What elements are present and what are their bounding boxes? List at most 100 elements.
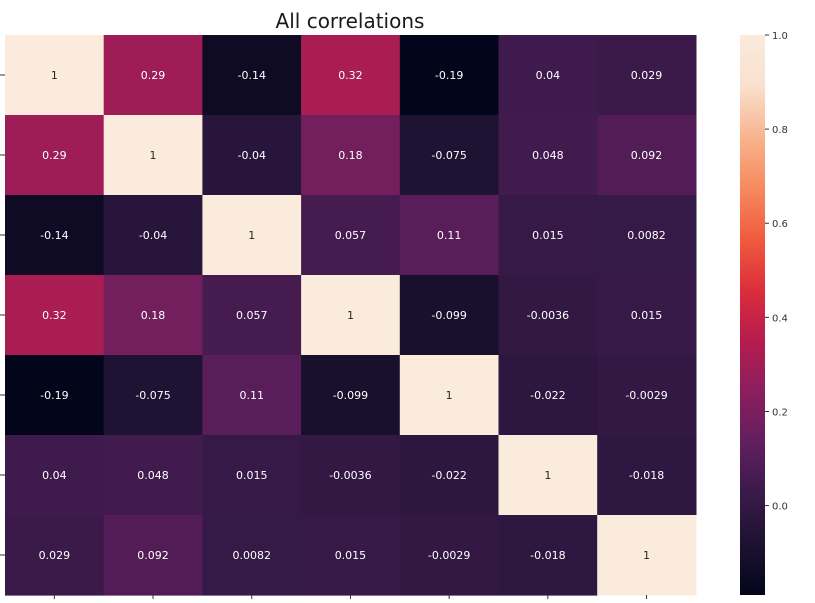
heatmap-cell xyxy=(498,515,598,596)
cell-annotation: -0.19 xyxy=(435,69,463,82)
cell-annotation: 0.29 xyxy=(141,69,166,82)
cell-annotation: 1 xyxy=(51,69,58,82)
colorbar-tick-label: 0.0 xyxy=(772,502,788,513)
heatmap-cell xyxy=(498,35,598,116)
heatmap-cell xyxy=(202,195,302,276)
heatmap-cell xyxy=(202,275,302,356)
cell-annotation: -0.022 xyxy=(431,469,466,482)
heatmap-cell xyxy=(399,35,500,116)
heatmap-cell xyxy=(5,355,105,436)
cell-annotation: -0.0036 xyxy=(527,309,569,322)
heatmap-cell xyxy=(597,195,697,276)
heatmap-cell xyxy=(5,195,105,276)
cell-annotation: 0.0082 xyxy=(233,549,272,562)
heatmap-cell xyxy=(301,275,401,356)
heatmap-cell xyxy=(103,515,203,596)
heatmap-cell xyxy=(399,195,500,276)
heatmap-cell xyxy=(498,355,598,436)
heatmap-cell xyxy=(597,515,697,596)
cell-annotation: 0.092 xyxy=(631,149,663,162)
heatmap-cell xyxy=(103,115,203,196)
heatmap-cell xyxy=(399,275,500,356)
heatmap-cell xyxy=(597,275,697,356)
cell-annotation: -0.0036 xyxy=(329,469,371,482)
cell-annotation: -0.0029 xyxy=(625,389,667,402)
heatmap-cell xyxy=(103,195,203,276)
heatmap-cell xyxy=(301,195,401,276)
cell-annotation: 0.29 xyxy=(42,149,67,162)
heatmap-cell xyxy=(202,115,302,196)
cell-annotation: 0.11 xyxy=(240,389,265,402)
heatmap-cell xyxy=(5,275,105,356)
colorbar-tick-label: 0.2 xyxy=(772,407,788,418)
cell-annotation: -0.018 xyxy=(629,469,664,482)
heatmap-cells xyxy=(5,35,697,596)
heatmap-cell xyxy=(301,515,401,596)
heatmap-cell xyxy=(399,355,500,436)
cell-annotation: 0.11 xyxy=(437,229,462,242)
heatmap-cell xyxy=(399,515,500,596)
cell-annotation: -0.14 xyxy=(40,229,68,242)
heatmap-cell xyxy=(498,275,598,356)
chart-title: All correlations xyxy=(276,9,425,33)
heatmap-cell xyxy=(498,195,598,276)
colorbar-tick-label: 1.0 xyxy=(772,31,788,42)
heatmap-cell xyxy=(202,435,302,516)
heatmap-cell xyxy=(399,435,500,516)
colorbar-tick-label: 0.8 xyxy=(772,125,788,136)
cell-annotation: 0.32 xyxy=(42,309,67,322)
cell-annotation: 0.057 xyxy=(335,229,367,242)
cell-annotation: -0.14 xyxy=(238,69,266,82)
heatmap-cell xyxy=(301,355,401,436)
heatmap-cell xyxy=(597,355,697,436)
heatmap-cell xyxy=(103,275,203,356)
colorbar-tick-label: 0.4 xyxy=(772,313,788,324)
heatmap-cell xyxy=(301,35,401,116)
heatmap-cell xyxy=(498,435,598,516)
cell-annotation: 1 xyxy=(446,389,453,402)
cell-annotation: -0.0029 xyxy=(428,549,470,562)
cell-annotation: 0.092 xyxy=(137,549,169,562)
heatmap-cell xyxy=(399,115,500,196)
cell-annotation: 0.015 xyxy=(335,549,367,562)
heatmap-cell xyxy=(5,435,105,516)
cell-annotation: -0.075 xyxy=(431,149,466,162)
heatmap-cell xyxy=(597,435,697,516)
heatmap-cell xyxy=(202,35,302,116)
heatmap-cell xyxy=(5,35,105,116)
heatmap-cell xyxy=(103,435,203,516)
cell-annotation: 0.04 xyxy=(536,69,561,82)
cell-annotation: -0.018 xyxy=(530,549,565,562)
cell-annotation: 0.048 xyxy=(137,469,169,482)
cell-annotation: 0.04 xyxy=(42,469,67,482)
colorbar-tick-label: 0.6 xyxy=(772,219,788,230)
cell-annotation: -0.099 xyxy=(431,309,466,322)
heatmap-cell xyxy=(202,515,302,596)
cell-annotation: 0.015 xyxy=(532,229,564,242)
heatmap-cell xyxy=(301,435,401,516)
cell-annotation: -0.022 xyxy=(530,389,565,402)
heatmap-cell xyxy=(202,355,302,436)
cell-annotation: -0.075 xyxy=(135,389,170,402)
cell-annotation: 0.029 xyxy=(39,549,71,562)
heatmap-cell xyxy=(103,35,203,116)
heatmap-cell xyxy=(5,115,105,196)
cell-annotation: -0.19 xyxy=(40,389,68,402)
cell-annotation: 1 xyxy=(347,309,354,322)
heatmap-cell xyxy=(597,115,697,196)
cell-annotation: 0.18 xyxy=(338,149,363,162)
heatmap-cell xyxy=(597,35,697,116)
cell-annotation: 0.0082 xyxy=(627,229,666,242)
cell-annotation: -0.099 xyxy=(333,389,368,402)
colorbar xyxy=(740,35,765,595)
heatmap-annotations: 1 0.29 -0.14 0.32 -0.19 0.04 0.029 0.29 1 -0.04 0.… xyxy=(39,69,668,562)
cell-annotation: 1 xyxy=(544,469,551,482)
cell-annotation: 0.015 xyxy=(236,469,268,482)
cell-annotation: 0.015 xyxy=(631,309,663,322)
cell-annotation: 0.029 xyxy=(631,69,663,82)
cell-annotation: 0.048 xyxy=(532,149,564,162)
heatmap-cell xyxy=(498,115,598,196)
cell-annotation: 1 xyxy=(150,149,157,162)
